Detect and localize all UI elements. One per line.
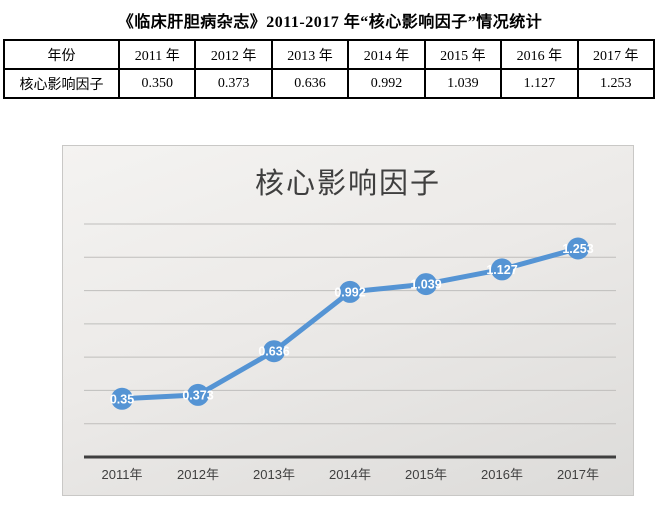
impact-factor-table: 年份 2011 年 2012 年 2013 年 2014 年 2015 年 20… [3, 39, 656, 99]
chart-plot-area: 0.35 2011年 0.373 2012年 0.636 2013年 0.992 2014年 1… [84, 223, 616, 482]
table-header-row: 年份 2011 年 2012 年 2013 年 2014 年 2015 年 20… [3, 39, 656, 70]
data-point-label: 0.992 [334, 285, 365, 299]
x-axis-label: 2014年 [329, 467, 371, 482]
year-header-cell: 年份 [3, 39, 120, 70]
table-value-row: 核心影响因子 0.350 0.373 0.636 0.992 1.039 1.1… [3, 68, 656, 99]
data-point-label: 0.636 [258, 345, 289, 359]
year-header-cell: 2011 年 [117, 39, 197, 70]
value-cell: 0.992 [347, 68, 426, 99]
value-cell: 0.636 [270, 68, 350, 99]
year-header-cell: 2012 年 [194, 39, 273, 70]
x-axis-label: 2017年 [557, 467, 599, 482]
year-header-cell: 2014 年 [347, 39, 426, 70]
value-cell: 0.373 [194, 68, 273, 99]
data-point-marker [567, 237, 589, 260]
year-header-cell: 2017 年 [576, 39, 656, 70]
x-axis-label: 2016年 [481, 467, 523, 482]
chart-title: 核心影响因子 [254, 168, 441, 200]
year-header-cell: 2013 年 [270, 39, 350, 70]
x-axis-label: 2011年 [102, 467, 143, 482]
data-point-marker [263, 340, 285, 363]
value-cell: 1.127 [500, 68, 579, 99]
data-point-marker [339, 280, 361, 303]
data-point-marker [187, 383, 209, 406]
data-point-marker [111, 387, 133, 410]
data-point-label: 0.35 [110, 392, 134, 406]
year-header-cell: 2015 年 [423, 39, 503, 70]
data-point-label: 1.127 [486, 263, 517, 277]
data-point-label: 1.253 [562, 242, 593, 256]
data-point-label: 0.373 [182, 388, 213, 402]
document-title: 《临床肝胆病杂志》2011-2017 年“核心影响因子”情况统计 [117, 14, 543, 31]
data-point-marker [415, 273, 437, 296]
value-cell: 0.350 [117, 68, 197, 99]
data-point-marker [491, 258, 513, 281]
data-point-label: 1.039 [410, 278, 441, 292]
year-header-cell: 2016 年 [500, 39, 579, 70]
x-axis-label: 2013年 [253, 467, 295, 482]
row-label-cell: 核心影响因子 [3, 68, 120, 99]
value-cell: 1.253 [576, 68, 656, 99]
x-axis-label: 2015年 [405, 467, 447, 482]
value-cell: 1.039 [423, 68, 503, 99]
x-axis-label: 2012年 [177, 467, 219, 482]
line-chart: 核心影响因子 0.35 2011年 0.373 2012年 0.636 2013年 0.99… [62, 145, 634, 496]
